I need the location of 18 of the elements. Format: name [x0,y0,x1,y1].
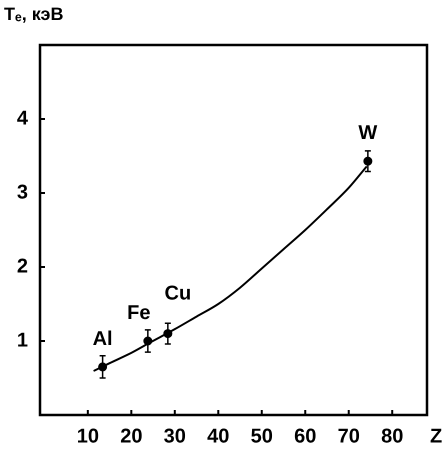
annotation: Al [92,328,113,350]
x-tick-label: 30 [164,426,186,448]
y-tick-label: 1 [16,330,28,352]
y-axis-title: Tₑ, кэВ [4,4,64,24]
x-tick-label: 40 [207,426,230,448]
annotation: W [358,122,378,144]
x-tick-label: 10 [76,426,99,448]
y-tick-label: 4 [16,108,29,130]
x-tick-label: 80 [381,426,404,448]
x-tick-label: 70 [338,426,360,448]
x-tick-label: 50 [250,426,273,448]
y-tick-label: 3 [16,182,28,204]
annotation: Fe [127,302,151,324]
annotation: Cu [164,282,192,305]
x-tick-label: 60 [294,426,316,448]
x-axis-title: Z [430,426,442,448]
y-tick-label: 2 [16,256,28,278]
x-tick-label: 20 [120,426,142,448]
